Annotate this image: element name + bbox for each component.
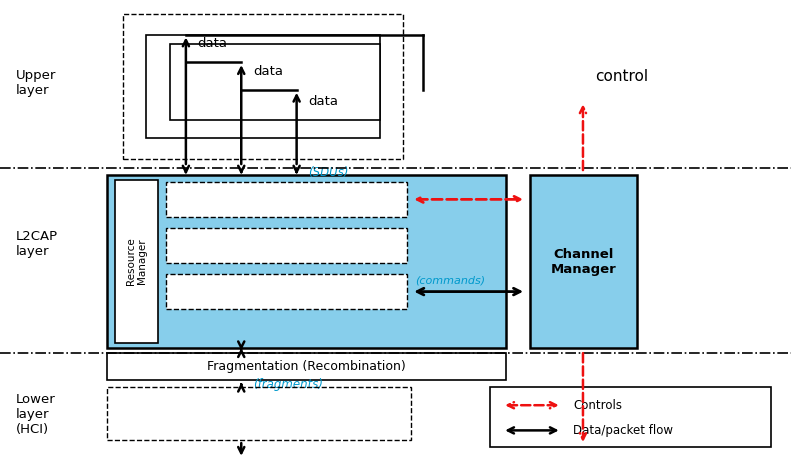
Text: data: data [308,95,339,108]
Text: (fragments): (fragments) [253,378,323,391]
Text: Controls: Controls [573,399,623,412]
Text: data: data [253,65,283,78]
Text: Fragmentation (Recombination): Fragmentation (Recombination) [207,360,406,373]
Text: Encapsulation & Scheduling: Encapsulation & Scheduling [209,287,365,296]
Text: Segmentation (Reassembly ): Segmentation (Reassembly ) [206,195,368,204]
Text: L2CAP
layer: L2CAP layer [16,230,58,258]
Bar [166,182,407,217]
Bar [170,44,380,120]
Text: Channel
Manager: Channel Manager [551,248,616,276]
Bar [166,228,407,263]
Text: Data/packet flow: Data/packet flow [573,424,673,437]
Text: control: control [595,69,648,83]
Bar [146,35,380,138]
Text: (commands): (commands) [415,275,486,285]
Text: Upper
layer: Upper layer [16,69,56,97]
Bar [490,387,771,447]
Bar [107,353,506,380]
Bar [530,175,637,348]
Bar [107,175,506,348]
Bar [123,14,403,159]
Text: data: data [198,37,228,50]
Text: (PDUs): (PDUs) [253,353,293,366]
Text: Resource
Manager: Resource Manager [126,238,147,285]
Bar [107,387,411,440]
Text: (SDUs): (SDUs) [308,166,349,179]
Text: Retransmission & Flow Control: Retransmission & Flow Control [202,241,372,250]
Text: Lower
layer
(HCI): Lower layer (HCI) [16,393,55,437]
Bar [115,180,158,343]
Bar [166,274,407,309]
